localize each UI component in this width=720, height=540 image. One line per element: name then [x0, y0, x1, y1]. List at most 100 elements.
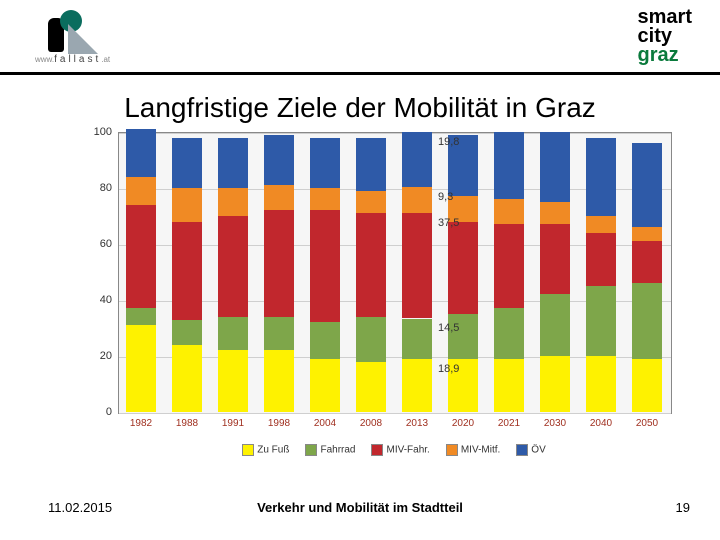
xtick-label: 2013 [394, 418, 440, 429]
ytick-label: 60 [72, 238, 112, 250]
xtick-label: 2030 [532, 418, 578, 429]
value-annotation: 9,3 [438, 191, 453, 203]
ytick-label: 0 [72, 406, 112, 418]
bar-segment [356, 213, 386, 317]
slide: www.fallast.at smart city graz Langfrist… [0, 0, 720, 540]
value-annotation: 37,5 [438, 217, 459, 229]
footer: 11.02.2015 Verkehr und Mobilität im Stad… [0, 500, 720, 520]
logo-fallast: www.fallast.at [38, 10, 138, 68]
value-annotation: 18,9 [438, 363, 459, 375]
bar-segment [494, 308, 524, 358]
bar-segment [218, 138, 248, 188]
xtick-label: 1991 [210, 418, 256, 429]
bar-segment [356, 138, 386, 191]
bar-segment [218, 350, 248, 412]
legend-item: Zu Fuß [242, 444, 289, 456]
bar-segment [172, 345, 202, 412]
xtick-label: 2004 [302, 418, 348, 429]
bar-segment [402, 187, 432, 213]
bar-segment [448, 222, 478, 314]
xtick-label: 1998 [256, 418, 302, 429]
bar-segment [126, 129, 156, 177]
ytick-label: 40 [72, 294, 112, 306]
bar-segment [310, 359, 340, 412]
bar-segment [126, 205, 156, 309]
bar-segment [356, 317, 386, 362]
legend: Zu Fuß Fahrrad MIV-Fahr. MIV-Mitf. ÖV [118, 444, 670, 456]
value-annotation: 19,8 [438, 136, 459, 148]
xtick-label: 1982 [118, 418, 164, 429]
bar-segment [172, 188, 202, 222]
bar-segment [632, 359, 662, 412]
legend-swatch [305, 444, 317, 456]
bar-segment [632, 143, 662, 227]
logo-smartcitygraz: smart city graz [638, 8, 692, 65]
legend-swatch [446, 444, 458, 456]
bars-layer [118, 132, 670, 412]
footer-page: 19 [676, 500, 690, 515]
ytick-label: 20 [72, 350, 112, 362]
bar-segment [402, 319, 432, 360]
legend-swatch [371, 444, 383, 456]
value-annotation: 14,5 [438, 322, 459, 334]
bar-segment [402, 359, 432, 412]
xtick-label: 2040 [578, 418, 624, 429]
bar-segment [264, 135, 294, 185]
logo-name: fallast [54, 54, 101, 65]
bar-segment [172, 222, 202, 320]
bar-segment [402, 132, 432, 187]
bar-segment [586, 138, 616, 216]
gridline [119, 413, 671, 414]
bar-segment [586, 356, 616, 412]
bar-segment [494, 132, 524, 199]
bar-segment [402, 213, 432, 318]
legend-label: Fahrrad [320, 445, 355, 456]
legend-item: Fahrrad [305, 444, 355, 456]
xtick-label: 1988 [164, 418, 210, 429]
logo-text: www.fallast.at [35, 54, 110, 65]
bar-segment [126, 308, 156, 325]
bar-segment [264, 350, 294, 412]
footer-title: Verkehr und Mobilität im Stadtteil [0, 500, 720, 515]
ytick-label: 80 [72, 182, 112, 194]
bar-segment [356, 191, 386, 213]
bar-segment [586, 286, 616, 356]
bar-segment [540, 202, 570, 224]
legend-swatch [516, 444, 528, 456]
xtick-label: 2008 [348, 418, 394, 429]
bar-segment [540, 132, 570, 202]
xtick-label: 2050 [624, 418, 670, 429]
bar-segment [264, 210, 294, 316]
ytick-label: 100 [72, 126, 112, 138]
bar-segment [218, 188, 248, 216]
bar-segment [448, 314, 478, 359]
bar-segment [172, 320, 202, 345]
xtick-label: 2021 [486, 418, 532, 429]
bar-segment [310, 138, 340, 188]
bar-segment [264, 317, 294, 351]
slide-title: Langfristige Ziele der Mobilität in Graz [0, 92, 720, 124]
legend-item: MIV-Mitf. [446, 444, 500, 456]
chart: Zu FußFahrradMIV-Fahr.MIV-Mitf.ÖV 020406… [70, 132, 670, 462]
bar-segment [310, 210, 340, 322]
logo-right-l3: graz [638, 46, 692, 65]
bar-segment [310, 188, 340, 210]
bar-segment [494, 224, 524, 308]
legend-label: Zu Fuß [257, 445, 289, 456]
logo-at: .at [101, 55, 110, 64]
bar-segment [218, 317, 248, 351]
bar-segment [494, 199, 524, 224]
bar-segment [494, 359, 524, 412]
bar-segment [126, 325, 156, 412]
bar-segment [356, 362, 386, 412]
bar-segment [540, 356, 570, 412]
bar-segment [586, 233, 616, 286]
legend-swatch [242, 444, 254, 456]
logo-triangle [68, 24, 98, 54]
legend-item: MIV-Fahr. [371, 444, 429, 456]
legend-item: ÖV [516, 444, 545, 456]
bar-segment [586, 216, 616, 233]
legend-label: MIV-Mitf. [461, 445, 500, 456]
bar-segment [310, 322, 340, 358]
bar-segment [632, 227, 662, 241]
